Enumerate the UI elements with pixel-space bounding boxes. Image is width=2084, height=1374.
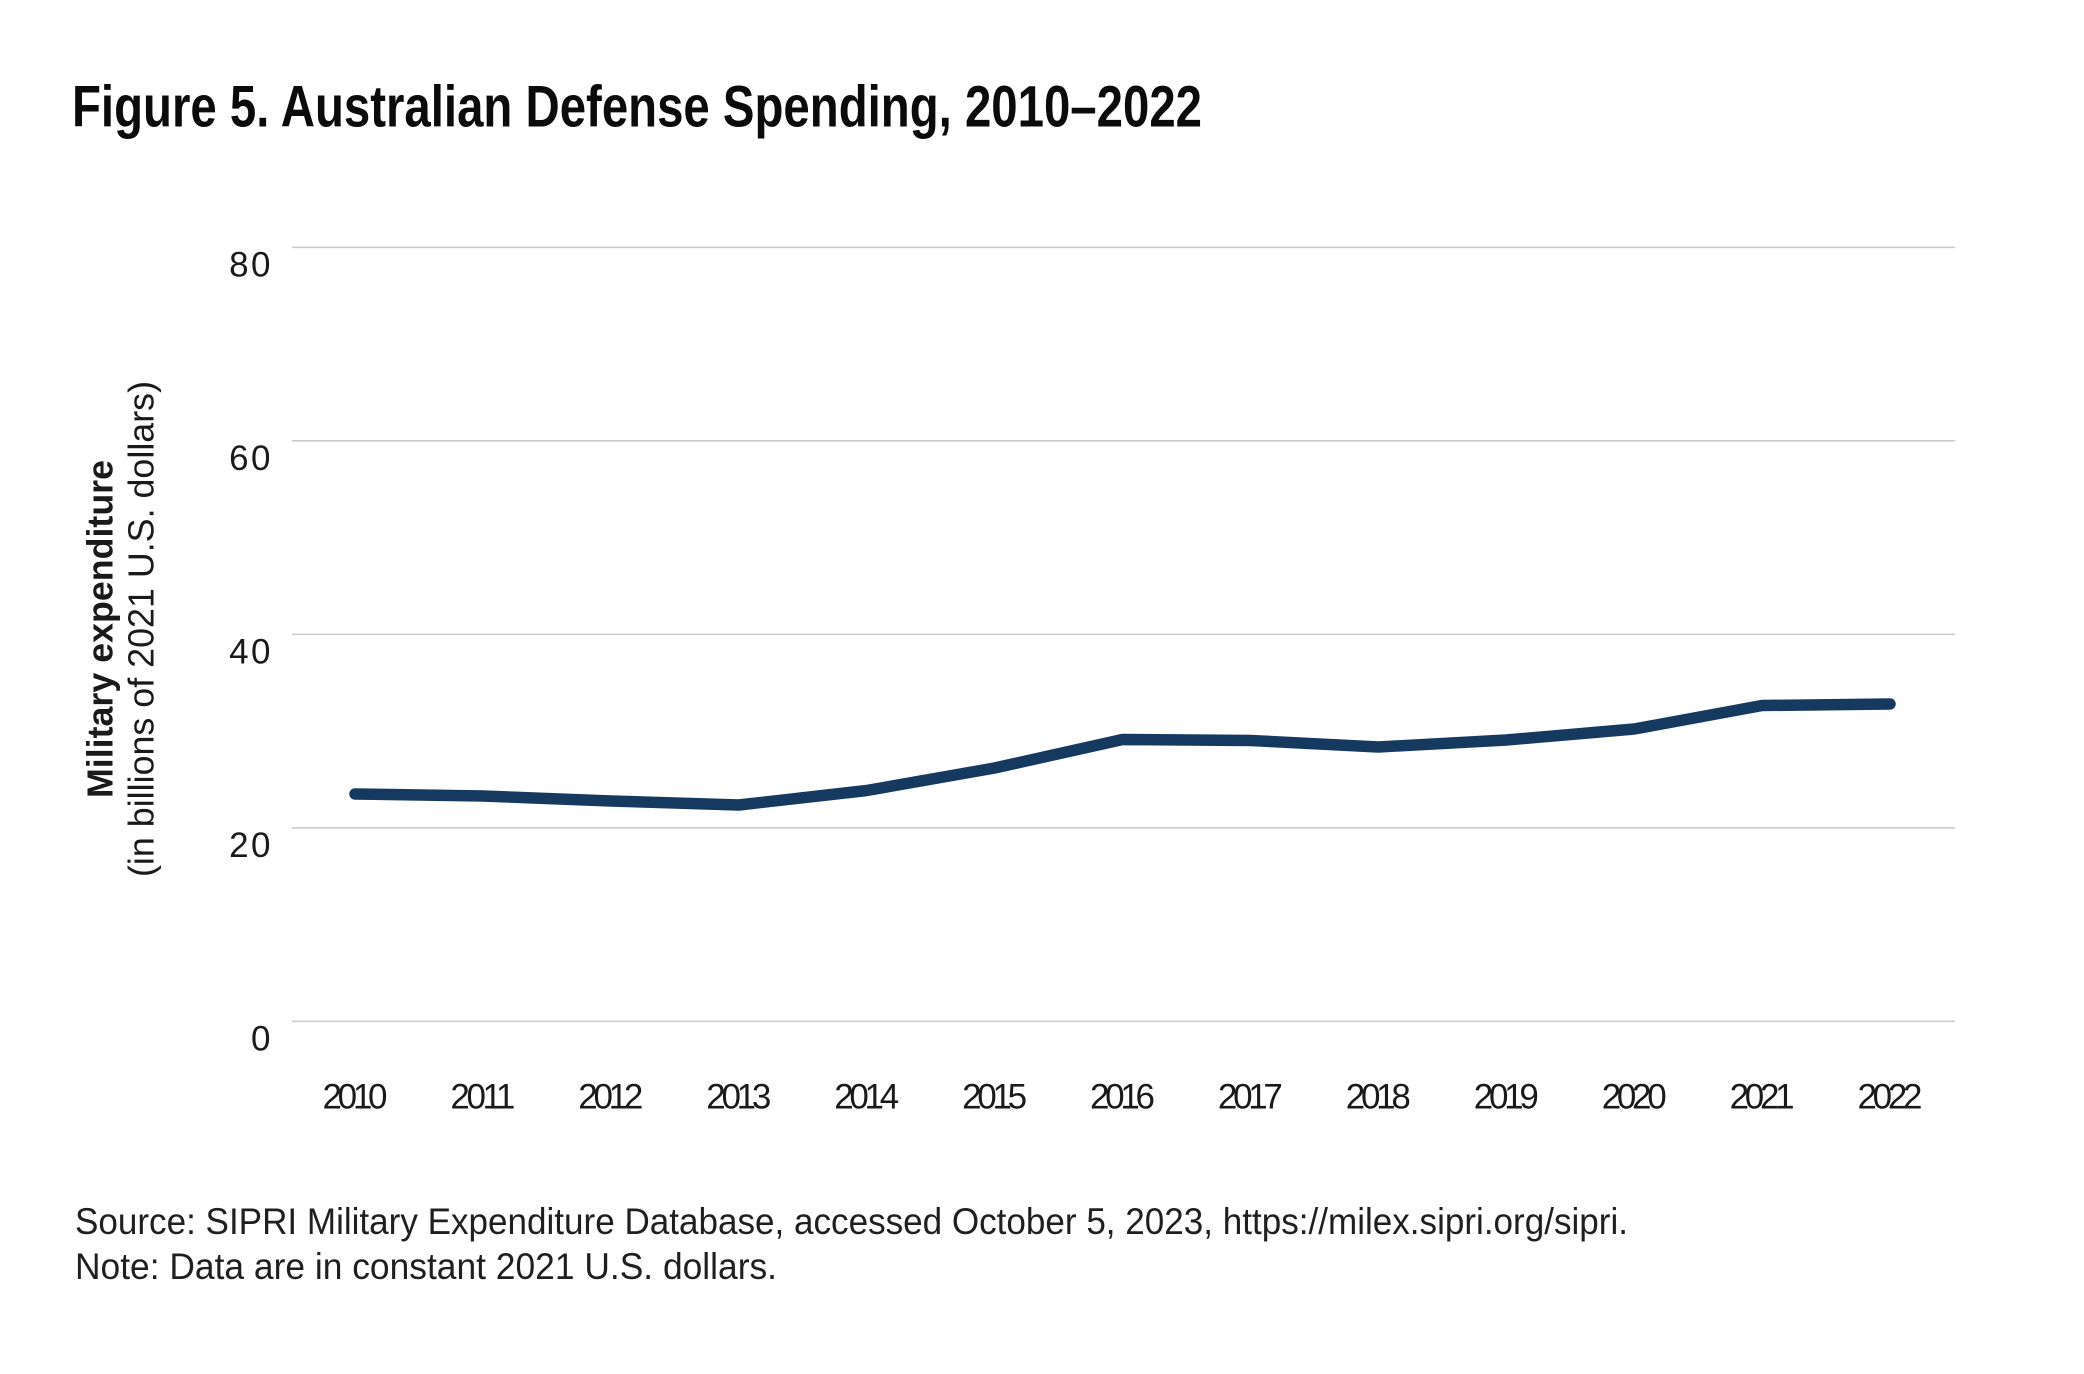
svg-text:2013: 2013	[706, 1078, 771, 1117]
svg-text:Note: Data are in constant 202: Note: Data are in constant 2021 U.S. dol…	[75, 1246, 777, 1287]
svg-text:Source: SIPRI Military Expendi: Source: SIPRI Military Expenditure Datab…	[75, 1201, 1628, 1242]
svg-text:(in billions of 2021 U.S. doll: (in billions of 2021 U.S. dollars)	[121, 381, 162, 877]
svg-text:2015: 2015	[962, 1078, 1027, 1117]
svg-text:2021: 2021	[1730, 1078, 1795, 1117]
svg-text:2018: 2018	[1346, 1078, 1411, 1117]
svg-text:0: 0	[251, 1020, 273, 1059]
svg-text:2019: 2019	[1474, 1078, 1539, 1117]
svg-text:20: 20	[229, 826, 273, 865]
svg-text:2020: 2020	[1602, 1078, 1667, 1117]
svg-text:2022: 2022	[1858, 1078, 1923, 1117]
svg-text:Military expenditure: Military expenditure	[80, 460, 121, 798]
svg-text:2017: 2017	[1218, 1078, 1283, 1117]
svg-text:Figure 5. Australian Defense S: Figure 5. Australian Defense Spending, 2…	[72, 75, 1202, 140]
svg-text:2012: 2012	[578, 1078, 643, 1117]
svg-text:40: 40	[229, 633, 273, 672]
svg-text:80: 80	[229, 246, 273, 285]
svg-text:2010: 2010	[323, 1078, 388, 1117]
svg-text:2011: 2011	[450, 1078, 515, 1117]
svg-text:2014: 2014	[834, 1078, 899, 1117]
svg-text:2016: 2016	[1090, 1078, 1155, 1117]
svg-text:60: 60	[229, 439, 273, 478]
